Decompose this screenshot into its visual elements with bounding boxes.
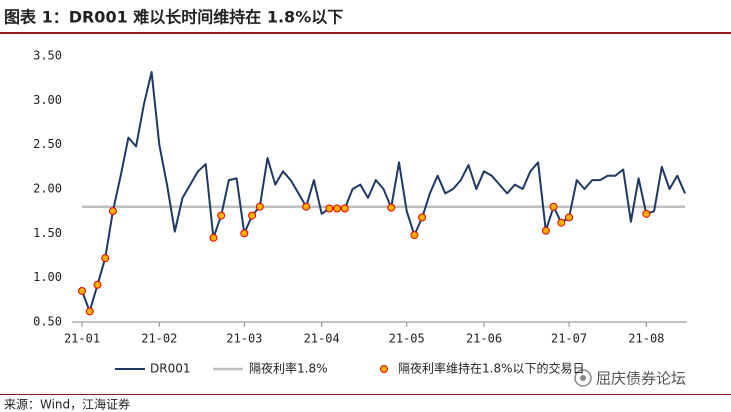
y-tick-label: 1.00: [33, 270, 62, 284]
y-tick-label: 3.50: [33, 49, 62, 63]
data-dot: [642, 209, 651, 218]
data-dot: [101, 254, 110, 263]
data-dot: [557, 218, 566, 227]
source-rule: [0, 394, 731, 395]
x-tick-label: 21-06: [466, 332, 502, 346]
source: 来源：Wind，江海证券: [4, 397, 130, 412]
data-dot: [418, 213, 427, 222]
data-dot: [387, 203, 396, 212]
data-dot: [248, 211, 257, 220]
y-tick-label: 2.50: [33, 137, 62, 151]
data-dot: [333, 204, 342, 213]
watermark: 屈庆债券论坛: [596, 370, 686, 388]
data-dot: [541, 226, 550, 235]
y-tick-label: 1.50: [33, 226, 62, 240]
x-tick-label: 21-05: [389, 332, 425, 346]
data-dot: [240, 229, 249, 238]
y-tick-label: 0.50: [33, 315, 62, 329]
legend-swatch: [380, 365, 388, 373]
title-rule: [0, 32, 731, 34]
data-dot: [565, 213, 574, 222]
watermark-icon: [574, 369, 592, 387]
y-tick-label: 2.00: [33, 182, 62, 196]
y-tick-label: 3.00: [33, 93, 62, 107]
legend-label: 隔夜利率1.8%: [249, 361, 328, 376]
x-tick-label: 21-03: [226, 332, 262, 346]
x-tick-label: 21-08: [628, 332, 664, 346]
data-dot: [78, 286, 86, 295]
legend-label: DR001: [150, 362, 190, 376]
data-line: [81, 71, 686, 313]
data-dot: [340, 204, 349, 213]
data-dot: [325, 204, 334, 213]
data-dot: [217, 211, 226, 220]
legend-label: 隔夜利率维持在1.8%以下的交易日: [398, 361, 585, 376]
data-dot: [108, 207, 117, 216]
data-dot: [209, 233, 218, 242]
data-dot: [549, 202, 558, 211]
chart-title: 图表 1：DR001 难以长时间维持在 1.8%以下: [4, 8, 343, 27]
data-dot: [85, 307, 94, 316]
data-dot: [302, 202, 311, 211]
x-tick-label: 21-02: [141, 332, 177, 346]
data-dot: [255, 202, 264, 211]
data-dot: [93, 280, 102, 289]
x-tick-label: 21-07: [551, 332, 587, 346]
x-tick-label: 21-01: [64, 332, 100, 346]
x-tick-label: 21-04: [304, 332, 340, 346]
data-dot: [410, 231, 419, 240]
